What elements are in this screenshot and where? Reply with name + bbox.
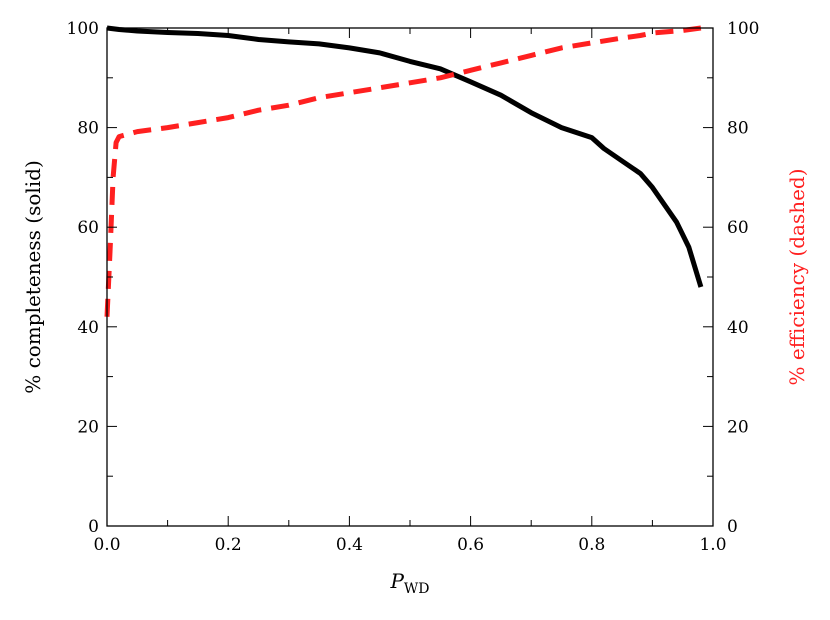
x-tick-label: 0.8 — [578, 535, 605, 555]
y-tick-label-right: 20 — [727, 417, 749, 437]
y-tick-label-right: 40 — [727, 318, 749, 338]
x-tick-label: 0.2 — [215, 535, 242, 555]
y-tick-label-right: 60 — [727, 218, 749, 238]
y-axis-label-right: % efficiency (dashed) — [785, 168, 809, 385]
y-tick-label-right: 100 — [727, 19, 759, 39]
y-tick-label-left: 60 — [77, 218, 99, 238]
y-tick-label-right: 0 — [727, 517, 738, 537]
series-layer — [104, 25, 704, 317]
plot-frame — [106, 27, 714, 527]
y-tick-label-right: 80 — [727, 119, 749, 139]
x-tick-label: 0.6 — [457, 535, 484, 555]
y-tick-label-left: 100 — [67, 19, 99, 39]
ticks-layer: 0.0 0.2 0.4 0.6 0.8 1.00204060801000204060801… — [67, 19, 760, 555]
y-tick-label-left: 0 — [88, 517, 99, 537]
x-tick-label: 1.0 — [699, 535, 726, 555]
efficiency-dashed-line — [104, 25, 702, 317]
y-axis-label-left: % completeness (solid) — [21, 160, 45, 394]
x-tick-label: 0.0 — [93, 535, 120, 555]
x-tick-label: 0.4 — [336, 535, 363, 555]
y-tick-label-left: 20 — [77, 417, 99, 437]
y-tick-label-left: 40 — [77, 318, 99, 338]
y-tick-label-left: 80 — [77, 119, 99, 139]
x-axis-label: PWD — [389, 569, 429, 597]
completeness-solid-line — [106, 25, 704, 288]
